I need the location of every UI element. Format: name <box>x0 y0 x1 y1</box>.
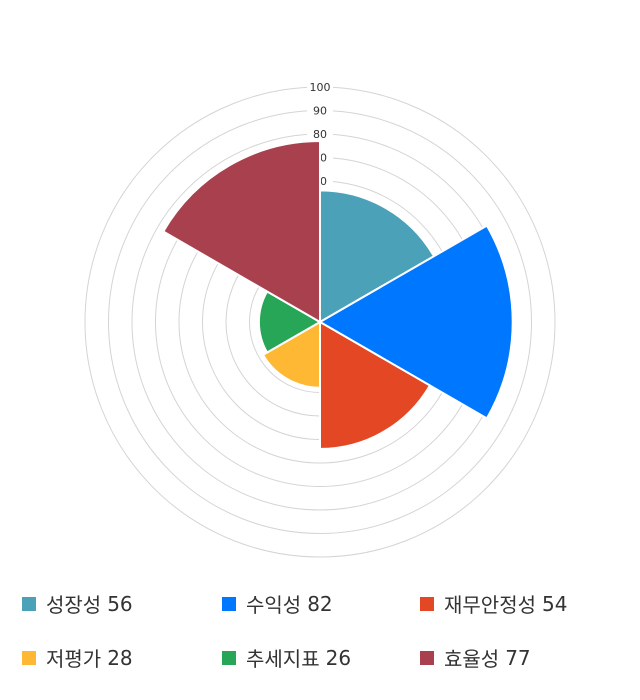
polar-area-chart: 60708090100 <box>84 81 556 558</box>
sector-저평가 <box>261 320 321 389</box>
legend-swatch <box>420 650 434 665</box>
sector-성장성 <box>319 189 436 324</box>
legend-item[interactable]: 수익성 82 <box>222 589 333 618</box>
legend-swatch <box>420 596 434 611</box>
legend-item[interactable]: 효율성 77 <box>420 643 531 672</box>
tick-label-bg-100 <box>307 81 333 93</box>
legend-label: 추세지표 <box>246 647 320 671</box>
legend-label: 저평가 <box>46 647 102 671</box>
legend-swatch <box>22 650 36 665</box>
tick-label-bg-90 <box>307 104 333 117</box>
legend-value: 28 <box>107 645 133 670</box>
legend-swatch <box>22 596 36 611</box>
sector-추세지표 <box>257 290 322 354</box>
legend-label: 수익성 <box>246 593 302 617</box>
legend-item[interactable]: 재무안정성 54 <box>420 589 567 618</box>
tick-label-90: 90 <box>313 105 327 118</box>
legend-value: 54 <box>542 591 568 616</box>
sector-수익성 <box>318 224 514 420</box>
legend-value: 26 <box>325 645 352 670</box>
legend-item[interactable]: 저평가 28 <box>22 643 133 672</box>
tick-label-80: 80 <box>313 128 327 141</box>
sector-효율성 <box>161 140 321 324</box>
legend-item[interactable]: 추세지표 26 <box>222 643 351 672</box>
legend-item[interactable]: 성장성 56 <box>22 589 133 618</box>
legend-value: 77 <box>505 645 531 670</box>
tick-label-100: 100 <box>310 81 331 94</box>
legend-label: 성장성 <box>46 593 102 617</box>
tick-label-bg-80 <box>307 128 333 140</box>
legend-value: 56 <box>107 591 133 616</box>
legend-value: 82 <box>307 591 333 616</box>
sector-재무안정성 <box>319 320 432 450</box>
legend-label: 효율성 <box>444 647 500 671</box>
legend-label: 재무안정성 <box>444 593 536 617</box>
legend-swatch <box>222 596 236 611</box>
legend-swatch <box>222 650 236 665</box>
